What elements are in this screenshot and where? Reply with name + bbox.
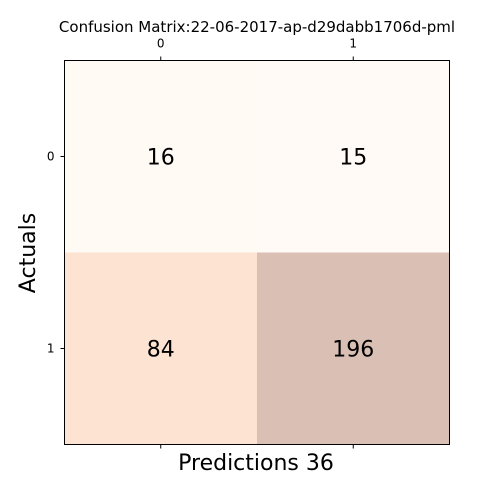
heatmap-cell-r0-c0 [64,60,257,253]
cell-value-r0-c1: 15 [339,146,367,171]
axis-ticks [60,56,354,449]
plot-frame [64,60,450,445]
x-tick-label-0: 0 [157,37,165,51]
x-tick-label-1: 1 [349,37,357,51]
y-tick-label-0: 0 [47,150,55,164]
heatmap-cells [64,60,450,445]
chart-title: Confusion Matrix:22-06-2017-ap-d29dabb17… [59,18,455,36]
heatmap-cell-r1-c0 [64,252,257,445]
x-axis-label: Predictions 36 [178,451,334,476]
axis-tick-labels: 0 1 0 1 [47,37,357,356]
cell-value-r0-c0: 16 [147,146,175,171]
heatmap-cell-r1-c1 [257,252,450,445]
y-tick-label-1: 1 [47,342,55,356]
cell-value-r1-c0: 84 [147,338,175,363]
heatmap-cell-values: 16 15 84 196 [147,146,375,363]
heatmap-cell-r0-c1 [257,60,450,253]
y-axis-label: Actuals [16,213,41,293]
cell-value-r1-c1: 196 [332,338,374,363]
